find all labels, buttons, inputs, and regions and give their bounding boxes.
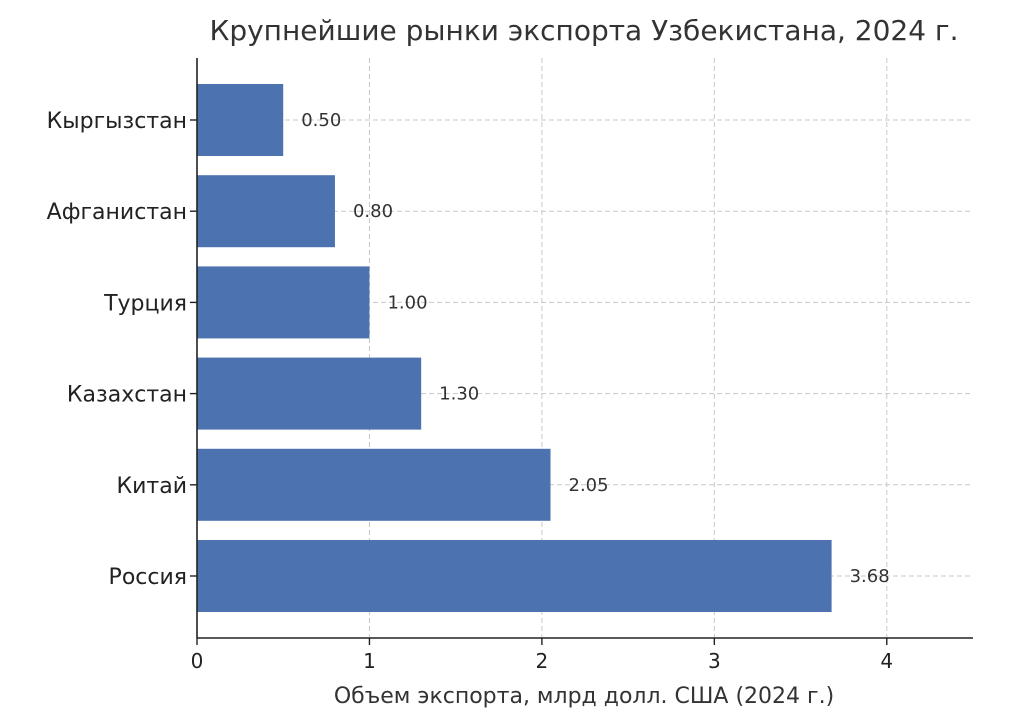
y-tick-label: Афганистан	[47, 200, 187, 225]
x-axis-label: Объем экспорта, млрд долл. США (2024 г.)	[334, 684, 834, 709]
bar-5	[197, 175, 335, 248]
bar-4	[197, 266, 370, 339]
y-tick-label: Турция	[103, 291, 187, 316]
data-label: 2.05	[569, 475, 609, 496]
data-label: 0.80	[353, 201, 393, 222]
y-tick-label: Кыргызстан	[47, 109, 187, 134]
x-tick-label: 2	[536, 649, 549, 673]
x-tick-label: 3	[708, 649, 721, 673]
y-tick-label: Китай	[116, 474, 187, 499]
axes: Россия Китай Казахстан Турция Афганистан Кырг…	[47, 58, 973, 673]
x-tick-label: 0	[191, 649, 204, 673]
chart-title: Крупнейшие рынки экспорта Узбекистана, 2…	[209, 14, 958, 47]
bar-2	[197, 448, 551, 521]
bar-6	[197, 84, 284, 156]
x-tick-label: 1	[363, 649, 376, 673]
x-tick-label: 4	[880, 649, 893, 673]
y-tick-label: Россия	[109, 565, 187, 590]
bars	[197, 84, 832, 612]
data-label: 1.00	[387, 292, 427, 313]
bar-1	[197, 540, 832, 612]
data-labels: 3.68 2.05 1.30 1.00 0.80 0.50	[301, 110, 889, 587]
bar-3	[197, 357, 422, 430]
data-label: 0.50	[301, 110, 341, 131]
data-label: 3.68	[850, 566, 890, 587]
y-tick-label: Казахстан	[67, 383, 187, 408]
data-label: 1.30	[439, 384, 479, 405]
